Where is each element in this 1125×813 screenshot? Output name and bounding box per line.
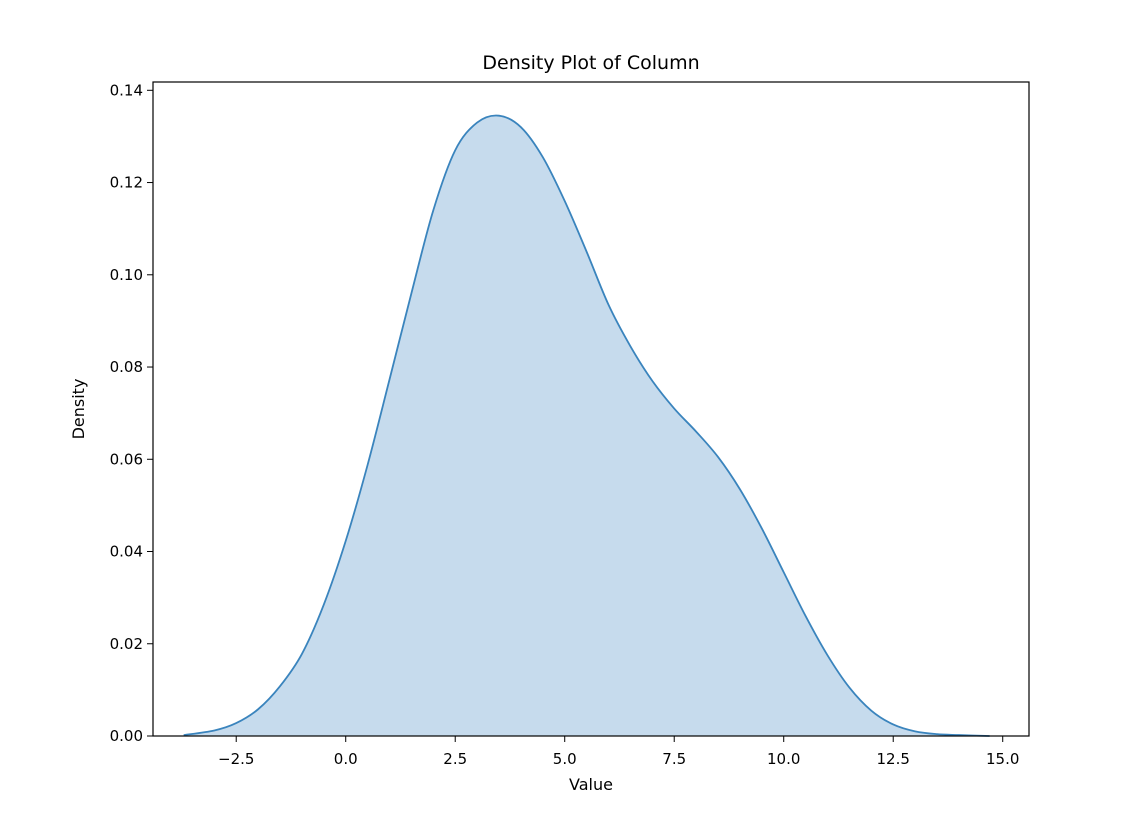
x-tick-label: 15.0 — [986, 750, 1019, 768]
density-fill — [183, 115, 990, 737]
x-tick-label: −2.5 — [218, 750, 254, 768]
y-tick-label: 0.08 — [110, 358, 143, 376]
plot-area — [183, 114, 990, 737]
y-tick-label: 0.06 — [110, 450, 143, 468]
x-tick-label: 2.5 — [443, 750, 467, 768]
y-axis-label: Density — [69, 379, 88, 440]
x-tick-label: 5.0 — [553, 750, 577, 768]
x-tick-label: 0.0 — [334, 750, 358, 768]
density-line — [183, 114, 990, 737]
y-tick-label: 0.10 — [110, 266, 143, 284]
y-tick-label: 0.14 — [110, 81, 143, 99]
y-tick-label: 0.00 — [110, 727, 143, 745]
y-tick-label: 0.12 — [110, 174, 143, 192]
x-tick-label: 10.0 — [767, 750, 800, 768]
x-tick-label: 7.5 — [662, 750, 686, 768]
x-axis-label: Value — [569, 775, 613, 794]
x-axis: −2.5 0.0 2.5 5.0 7.5 10.0 12.5 15.0 — [218, 736, 1019, 768]
y-tick-label: 0.02 — [110, 635, 143, 653]
x-tick-label: 12.5 — [877, 750, 910, 768]
y-axis: 0.00 0.02 0.04 0.06 0.08 0.10 0.12 0.14 — [110, 81, 153, 745]
y-tick-label: 0.04 — [110, 543, 143, 561]
axes-frame — [152, 81, 1030, 737]
chart-title: Density Plot of Column — [482, 52, 699, 74]
